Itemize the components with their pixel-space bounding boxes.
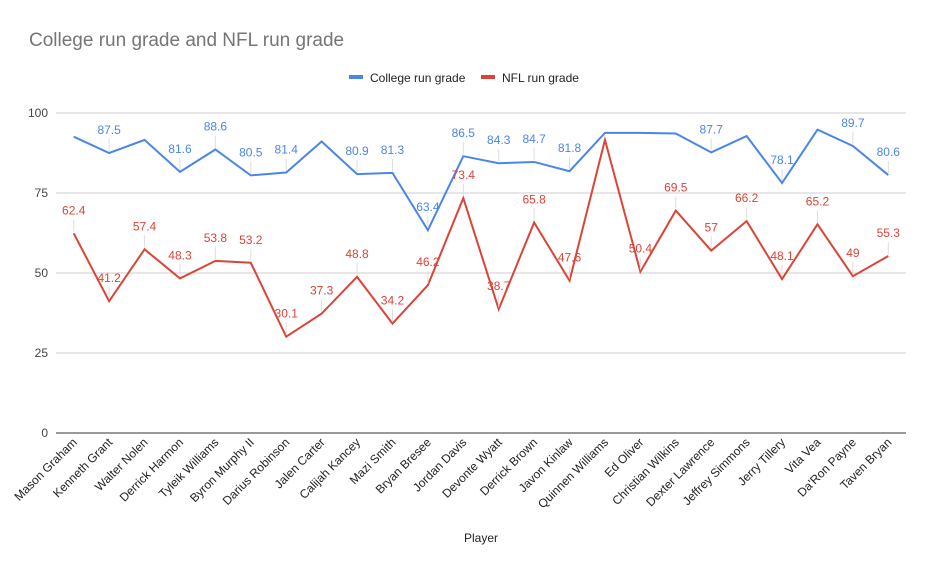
data-label: 53.8 xyxy=(204,231,228,245)
data-label: 50.4 xyxy=(629,242,653,256)
data-label: 89.7 xyxy=(841,116,865,130)
data-label: 48.1 xyxy=(770,249,794,263)
data-label: 86.5 xyxy=(452,126,476,140)
data-label: 81.3 xyxy=(381,143,405,157)
data-label: 53.2 xyxy=(239,233,263,247)
data-label: 49 xyxy=(846,246,860,260)
data-label: 37.3 xyxy=(310,284,334,298)
data-label: 34.2 xyxy=(381,294,405,308)
data-label: 66.2 xyxy=(735,191,759,205)
data-label: 81.4 xyxy=(275,143,299,157)
y-tick-label: 25 xyxy=(35,346,49,360)
data-label: 80.6 xyxy=(877,145,901,159)
legend-swatch-0 xyxy=(349,75,363,79)
data-label: 84.7 xyxy=(522,132,546,146)
data-label: 65.2 xyxy=(806,194,830,208)
series-line-0 xyxy=(73,128,889,233)
y-tick-label: 0 xyxy=(41,426,48,440)
data-label: 55.3 xyxy=(877,226,901,240)
legend-label-1: NFL run grade xyxy=(502,71,579,85)
data-label: 84.3 xyxy=(487,133,511,147)
data-label: 65.8 xyxy=(522,192,546,206)
data-label: 87.5 xyxy=(97,123,121,137)
data-label: 46.2 xyxy=(416,255,440,269)
chart-title: College run grade and NFL run grade xyxy=(29,30,345,51)
legend-swatch-1 xyxy=(481,75,495,79)
data-label: 62.4 xyxy=(62,203,86,217)
legend-label-0: College run grade xyxy=(370,71,466,85)
data-label: 57 xyxy=(705,221,719,235)
data-label: 69.5 xyxy=(664,181,688,195)
data-label: 80.5 xyxy=(239,145,263,159)
y-tick-label: 75 xyxy=(35,186,49,200)
data-label: 87.7 xyxy=(700,122,724,136)
data-label: 73.4 xyxy=(452,168,476,182)
data-label: 47.6 xyxy=(558,251,582,265)
data-label: 80.9 xyxy=(345,144,369,158)
data-label: 81.8 xyxy=(558,141,582,155)
data-label: 63.4 xyxy=(416,200,440,214)
data-label: 48.3 xyxy=(168,248,192,262)
y-tick-label: 50 xyxy=(35,266,49,280)
data-label: 41.2 xyxy=(97,271,121,285)
data-label: 57.4 xyxy=(133,219,157,233)
data-label: 38.7 xyxy=(487,279,511,293)
data-label: 81.6 xyxy=(168,142,192,156)
data-label: 48.8 xyxy=(345,247,369,261)
data-label: 88.6 xyxy=(204,119,228,133)
data-label: 78.1 xyxy=(770,153,794,167)
x-axis-title: Player xyxy=(464,531,498,545)
data-label: 30.1 xyxy=(275,307,299,321)
x-tick-label: Mason Graham xyxy=(11,435,79,503)
y-tick-label: 100 xyxy=(28,106,48,120)
series-line-1 xyxy=(72,135,889,339)
